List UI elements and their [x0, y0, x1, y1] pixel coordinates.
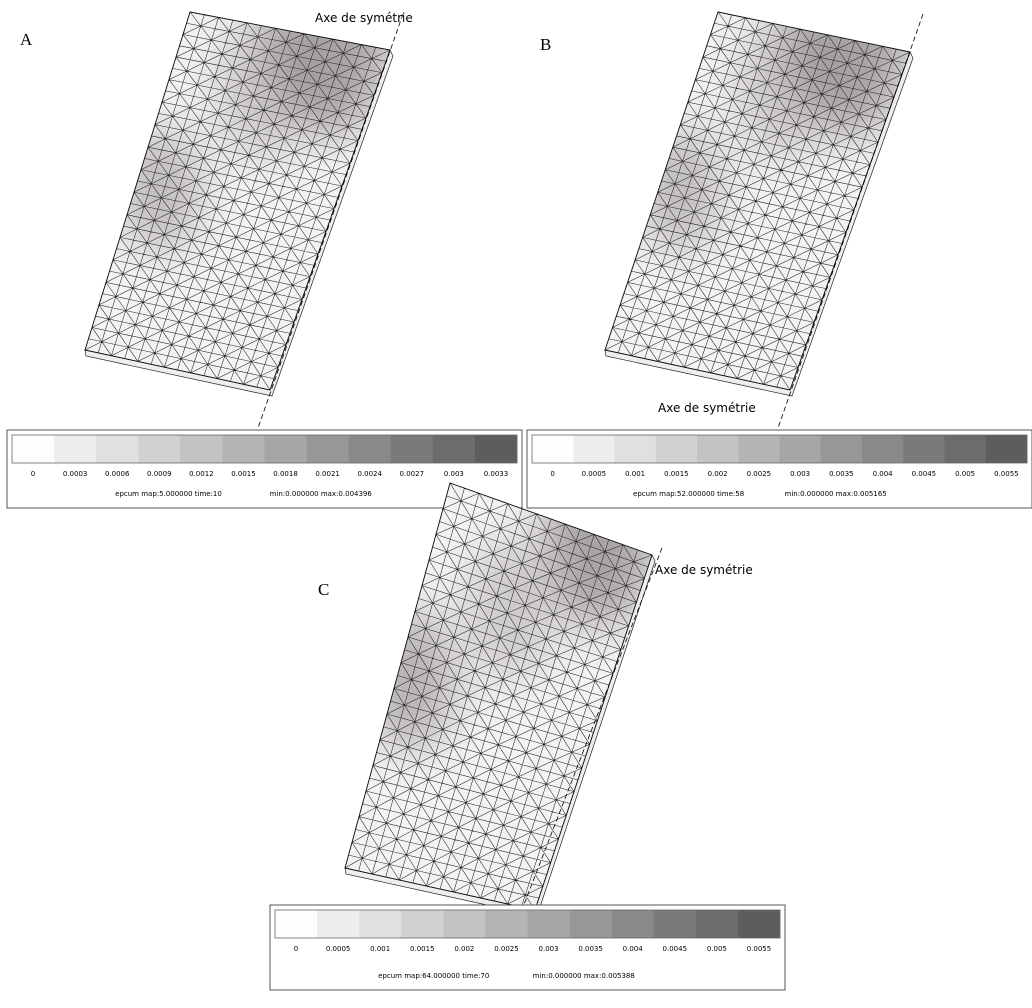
legend-swatch	[569, 910, 612, 938]
legend-swatch	[573, 435, 615, 463]
mesh-outline	[604, 11, 911, 391]
legend-tick: 0.0021	[315, 470, 340, 478]
panel: Axe de symétrie C 0 0.0005 0.001 0.0015 0.002 0…	[269, 482, 786, 991]
legend-swatch	[275, 910, 318, 938]
legend-tick: 0.0003	[63, 470, 88, 478]
legend-tick: 0.003	[790, 470, 810, 478]
legend-swatch	[264, 435, 307, 463]
legend-tick: 0.0035	[829, 470, 854, 478]
legend-caption: epcum map:5.000000 time:10	[115, 490, 222, 498]
legend-tick: 0.0025	[747, 470, 772, 478]
legend-range: min:0.000000 max:0.005388	[533, 972, 635, 980]
legend-tick: 0.003	[539, 945, 559, 953]
legend-bar-frame	[274, 909, 781, 939]
legend-swatch	[222, 435, 265, 463]
legend-swatch	[54, 435, 97, 463]
legend-swatch	[985, 435, 1028, 463]
legend-tick: 0.001	[625, 470, 645, 478]
legend-swatch	[306, 435, 349, 463]
legend-tick: 0.0005	[326, 945, 351, 953]
legend-swatch	[401, 910, 444, 938]
legend-tick: 0.0006	[105, 470, 130, 478]
legend-swatch	[317, 910, 360, 938]
legend-swatch	[443, 910, 486, 938]
symmetry-axis	[777, 13, 924, 429]
legend-tick: 0.0009	[147, 470, 172, 478]
panel-label: A	[20, 30, 33, 49]
legend-tick: 0.0035	[578, 945, 603, 953]
legend-swatch	[820, 435, 863, 463]
legend-bar-frame	[11, 434, 518, 464]
legend-bar-frame	[531, 434, 1028, 464]
legend-swatch	[12, 435, 55, 463]
legend-swatch	[138, 435, 181, 463]
legend-tick: 0.0018	[273, 470, 298, 478]
legend-swatch	[738, 435, 780, 463]
legend-tick: 0.002	[708, 470, 728, 478]
axis-label: Axe de symétrie	[655, 563, 753, 577]
symmetry-axis	[257, 13, 404, 429]
legend-swatch	[779, 435, 822, 463]
axis-label: Axe de symétrie	[658, 401, 756, 415]
panel-label: C	[318, 580, 329, 599]
legend-swatch	[903, 435, 945, 463]
legend-swatch	[348, 435, 392, 463]
legend-tick: 0	[31, 470, 35, 478]
legend-swatch	[390, 435, 434, 463]
legend-tick: 0.0025	[494, 945, 519, 953]
legend-tick: 0.0005	[582, 470, 607, 478]
legend-tick: 0.0045	[663, 945, 688, 953]
strain-shade	[640, 126, 720, 254]
mesh-outline	[84, 11, 391, 391]
legend-swatch	[695, 910, 739, 938]
legend-caption: epcum map:52.000000 time:58	[633, 490, 744, 498]
legend-tick: 0	[294, 945, 298, 953]
legend-tick: 0.0015	[410, 945, 435, 953]
legend-caption: epcum map:64.000000 time:70	[378, 972, 489, 980]
legend-tick: 0.0055	[747, 945, 772, 953]
legend-range: min:0.000000 max:0.005165	[785, 490, 887, 498]
legend-tick: 0	[550, 470, 554, 478]
legend-tick: 0.0024	[357, 470, 382, 478]
legend-swatch	[180, 435, 223, 463]
legend-swatch	[432, 435, 476, 463]
legend-swatch	[655, 435, 698, 463]
legend-tick: 0.0012	[189, 470, 214, 478]
legend-swatch	[527, 910, 570, 938]
legend-tick: 0.0055	[994, 470, 1019, 478]
legend-swatch	[611, 910, 655, 938]
symmetry-axis	[517, 547, 663, 921]
panel: Axe de symétrie B 0 0.0005 0.001 0.0015 0.002 0…	[526, 11, 1032, 509]
legend-range: min:0.000000 max:0.004396	[270, 490, 373, 498]
legend-swatch	[359, 910, 402, 938]
legend-tick: 0.004	[623, 945, 644, 953]
legend-tick: 0.003	[444, 470, 464, 478]
legend-tick: 0.0033	[484, 470, 509, 478]
axis-label: Axe de symétrie	[315, 11, 413, 25]
panel: Axe de symétrie A 0 0.0003 0.0006 0.0009 0.001…	[6, 11, 523, 509]
legend-tick: 0.0027	[400, 470, 425, 478]
legend-swatch	[862, 435, 904, 463]
legend-tick: 0.002	[454, 945, 474, 953]
legend-swatch	[737, 910, 781, 938]
legend-swatch	[944, 435, 987, 463]
legend-swatch	[532, 435, 574, 463]
legend-swatch	[697, 435, 739, 463]
legend-tick: 0.0015	[664, 470, 689, 478]
legend-swatch	[474, 435, 518, 463]
legend-swatch	[614, 435, 657, 463]
legend-tick: 0.005	[707, 945, 727, 953]
legend-swatch	[653, 910, 697, 938]
panel-label: B	[540, 35, 551, 54]
legend-tick: 0.001	[370, 945, 390, 953]
legend-swatch	[96, 435, 139, 463]
legend-tick: 0.005	[955, 470, 975, 478]
legend-tick: 0.0045	[912, 470, 937, 478]
legend-swatch	[485, 910, 528, 938]
legend-tick: 0.004	[873, 470, 894, 478]
legend-tick: 0.0015	[231, 470, 256, 478]
